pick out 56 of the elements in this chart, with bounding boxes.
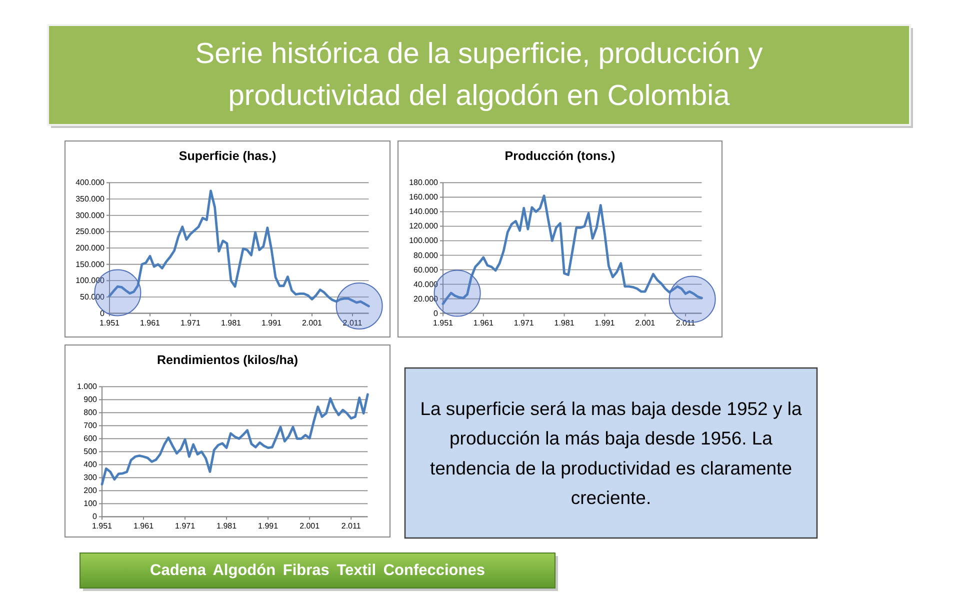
x-tick-label: 2.001 <box>635 318 656 328</box>
x-tick-label: 1.991 <box>594 318 616 328</box>
y-tick-label: 1.000 <box>76 382 98 392</box>
x-tick-label: 1.971 <box>514 318 534 328</box>
y-tick-label: 400.000 <box>76 178 106 188</box>
y-tick-label: 400 <box>84 460 98 470</box>
x-tick-label: 2.011 <box>342 318 363 328</box>
y-tick-label: 100.000 <box>409 236 439 246</box>
line-series <box>442 194 703 306</box>
y-tick-label: 150.000 <box>76 260 106 269</box>
y-tick-label: 200 <box>84 486 98 496</box>
y-tick-label: 140.000 <box>409 207 439 216</box>
y-tick-label: 700 <box>84 421 98 430</box>
x-tick-label: 1.991 <box>261 318 282 328</box>
x-tick-label: 1.981 <box>554 318 575 328</box>
x-tick-label: 1.971 <box>180 318 202 328</box>
text: Serie histórica de la superficie, producción y productividad del algodón en Colombia <box>195 38 764 112</box>
y-tick-label: 300.000 <box>76 210 106 220</box>
x-tick-label: 1.961 <box>140 318 161 328</box>
x-tick-label: 1.951 <box>99 318 120 328</box>
y-tick-label: 100 <box>84 499 98 508</box>
x-tick-label: 1.981 <box>216 522 238 531</box>
y-tick-label: 300 <box>84 473 98 482</box>
chart-title: Rendimientos (kilos/ha) <box>157 353 298 367</box>
x-tick-label: 1.961 <box>134 522 154 531</box>
x-tick-label: 2.011 <box>676 318 696 328</box>
y-tick-label: 600 <box>84 434 98 444</box>
x-tick-label: 2.001 <box>300 522 320 531</box>
y-tick-label: 60.000 <box>414 265 439 274</box>
chart-title: Superficie (has.) <box>178 149 276 163</box>
chart-title: Producción (tons.) <box>504 149 616 163</box>
x-tick-label: 1.951 <box>432 318 454 328</box>
y-tick-label: 350.000 <box>76 194 106 204</box>
y-tick-label: 160.000 <box>409 192 439 202</box>
y-tick-label: 0 <box>92 512 98 522</box>
text: Cadena Algodón Fibras Textil Confecciones <box>150 562 485 579</box>
y-tick-label: 250.000 <box>76 227 106 236</box>
line-series <box>108 190 370 308</box>
x-tick-label: 1.991 <box>258 522 279 531</box>
x-tick-label: 1.981 <box>220 318 242 328</box>
y-tick-label: 120.000 <box>409 222 439 231</box>
x-tick-label: 2.011 <box>341 522 362 531</box>
x-tick-label: 1.961 <box>473 318 494 328</box>
y-tick-label: 0 <box>434 308 439 318</box>
x-tick-label: 1.951 <box>92 522 113 531</box>
y-tick-label: 0 <box>100 308 106 318</box>
y-tick-label: 500 <box>84 447 98 456</box>
y-tick-label: 800 <box>84 408 98 418</box>
x-tick-label: 2.001 <box>302 318 323 328</box>
y-tick-label: 200.000 <box>76 244 106 252</box>
text: La superficie será la mas baja desde 1952 y la producción la más baja desde 1956. La tendencia de la productividad es claramente creciente. <box>420 398 802 508</box>
y-tick-label: 180.000 <box>409 178 439 188</box>
x-tick-label: 1.971 <box>175 522 196 531</box>
line-series <box>100 393 369 486</box>
y-tick-label: 80.000 <box>414 250 439 260</box>
y-tick-label: 900 <box>84 395 98 404</box>
